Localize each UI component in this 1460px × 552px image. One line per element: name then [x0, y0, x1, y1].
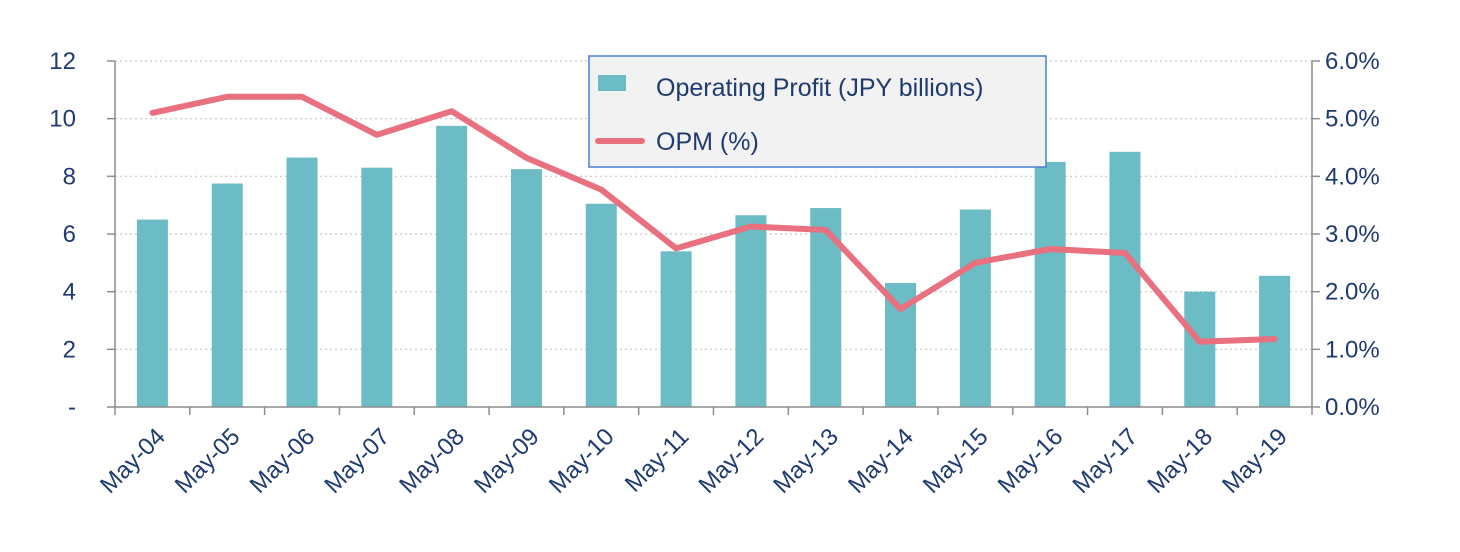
x-tick-label-may-04: May-04 — [95, 423, 171, 499]
y-tick-label-right: 6.0% — [1325, 48, 1380, 75]
bar-may-11 — [660, 251, 692, 407]
x-tick-label-may-05: May-05 — [170, 423, 246, 499]
y-tick-label-left: 2 — [63, 336, 76, 363]
legend-box — [588, 55, 1047, 168]
x-tick-label-may-13: May-13 — [768, 423, 844, 499]
bar-may-04 — [136, 219, 168, 407]
x-tick-label-may-09: May-09 — [469, 423, 545, 499]
y-tick-label-right: 5.0% — [1325, 106, 1380, 133]
x-tick-label-may-11: May-11 — [620, 423, 694, 497]
line-series — [149, 93, 1278, 345]
y-tick-label-left: - — [68, 394, 76, 421]
bar-may-07 — [361, 167, 393, 407]
legend-label-operating-profit: Operating Profit (JPY billions) — [656, 74, 983, 102]
x-tick-label-may-14: May-14 — [843, 423, 919, 499]
y-tick-label-left: 8 — [63, 163, 76, 190]
bar-may-08 — [436, 125, 468, 407]
x-tick-label-may-06: May-06 — [245, 423, 321, 499]
y-tick-label-right: 3.0% — [1325, 221, 1380, 248]
x-tick-label-may-16: May-16 — [993, 423, 1069, 499]
x-tick-label-may-12: May-12 — [693, 423, 769, 499]
x-tick-label-may-08: May-08 — [394, 423, 470, 499]
y-tick-label-right: 0.0% — [1325, 394, 1380, 421]
y-tick-label-left: 10 — [49, 106, 76, 133]
bar-may-06 — [286, 157, 318, 407]
bar-may-10 — [585, 203, 617, 407]
bar-may-05 — [211, 183, 243, 407]
opm-line — [149, 93, 1278, 345]
bar-may-17 — [1109, 151, 1141, 407]
x-tick-label-may-18: May-18 — [1142, 423, 1218, 499]
x-tick-label-may-15: May-15 — [918, 423, 994, 499]
legend-swatch-operating-profit — [598, 75, 626, 91]
x-tick-label-may-19: May-19 — [1217, 423, 1293, 499]
bar-may-16 — [1034, 161, 1066, 407]
x-tick-label-may-17: May-17 — [1068, 423, 1144, 499]
y-tick-label-right: 1.0% — [1325, 336, 1380, 363]
y-tick-label-left: 6 — [63, 221, 76, 248]
y-tick-label-right: 2.0% — [1325, 279, 1380, 306]
bar-may-09 — [510, 169, 542, 407]
bar-may-12 — [735, 215, 767, 407]
bar-series — [136, 125, 1291, 407]
y-tick-label-left: 4 — [63, 279, 76, 306]
y-tick-label-left: 12 — [49, 48, 76, 75]
bar-may-18 — [1184, 291, 1216, 407]
legend-label-opm: OPM (%) — [656, 128, 759, 156]
x-tick-label-may-10: May-10 — [544, 423, 620, 499]
bar-may-15 — [959, 209, 991, 407]
legend: Operating Profit (JPY billions) OPM (%) — [588, 55, 1047, 168]
x-tick-label-may-07: May-07 — [319, 423, 395, 499]
y-tick-label-right: 4.0% — [1325, 163, 1380, 190]
